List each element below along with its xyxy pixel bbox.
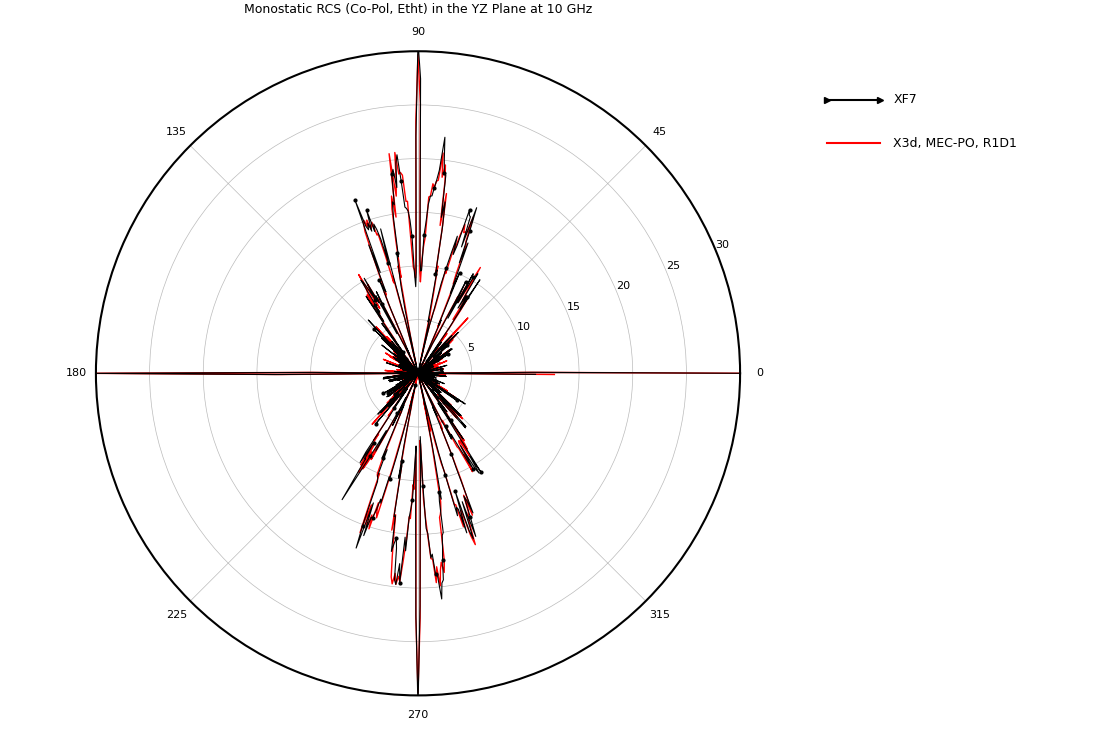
X3d, MEC-PO, R1D1 — [385, 397, 398, 406]
XF7 — [436, 222, 449, 231]
XF7 — [529, 370, 542, 378]
XF7 — [411, 369, 425, 378]
XF7 — [428, 353, 441, 362]
X3d, MEC-PO, R1D1 — [372, 430, 385, 438]
X3d, MEC-PO, R1D1 — [436, 226, 449, 235]
X3d, MEC-PO, R1D1 — [411, 369, 425, 378]
Line: X3d, MEC-PO, R1D1: X3d, MEC-PO, R1D1 — [86, 54, 758, 692]
Title: Monostatic RCS (Co-Pol, Etht) in the YZ Plane at 10 GHz: Monostatic RCS (Co-Pol, Etht) in the YZ … — [244, 3, 592, 16]
XF7 — [741, 369, 755, 378]
XF7 — [411, 369, 425, 378]
X3d, MEC-PO, R1D1 — [411, 369, 425, 378]
XF7 — [374, 408, 387, 417]
Line: XF7: XF7 — [86, 40, 749, 710]
XF7 — [392, 253, 405, 261]
X3d, MEC-PO, R1D1 — [751, 369, 764, 378]
Text: X3d, MEC-PO, R1D1: X3d, MEC-PO, R1D1 — [893, 137, 1018, 150]
Text: XF7: XF7 — [893, 93, 917, 106]
X3d, MEC-PO, R1D1 — [548, 370, 561, 379]
XF7 — [353, 458, 366, 467]
XF7 — [411, 704, 425, 713]
X3d, MEC-PO, R1D1 — [389, 237, 403, 246]
X3d, MEC-PO, R1D1 — [447, 335, 460, 344]
